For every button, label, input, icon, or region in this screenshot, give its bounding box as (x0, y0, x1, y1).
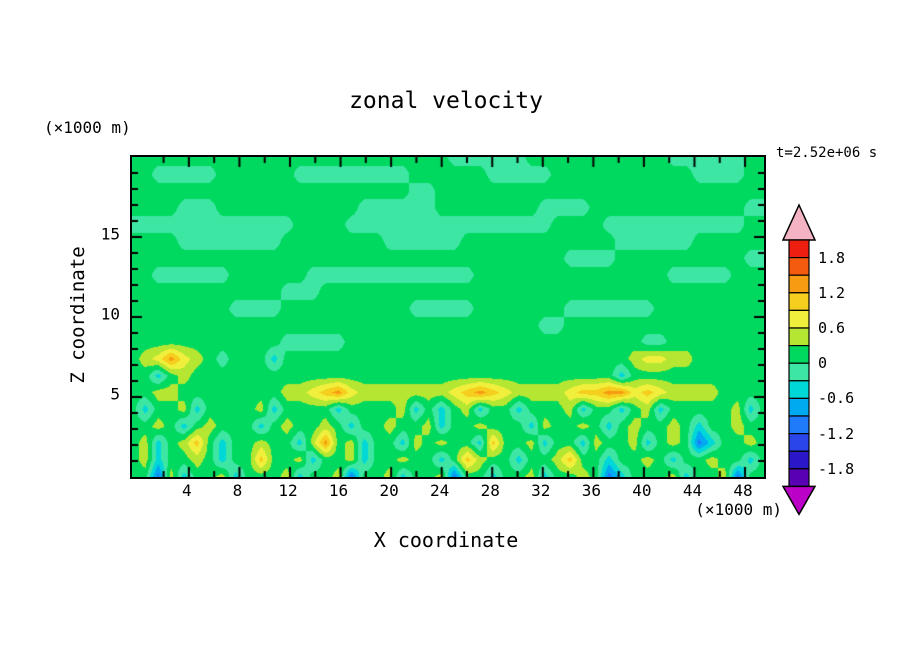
colorbar-tick-label: -0.6 (818, 389, 855, 408)
chart-title: zonal velocity (349, 88, 543, 114)
x-tick-label: 16 (328, 481, 349, 500)
plot-area (130, 155, 766, 479)
colorbar-tick-label: 1.8 (818, 248, 846, 267)
colorbar-tick-label: 1.2 (818, 283, 846, 302)
colorbar-segment (788, 397, 810, 417)
colorbar-segment (788, 468, 810, 487)
x-tick-label: 24 (430, 481, 450, 500)
y-axis-unit-label: (×1000 m) (44, 118, 131, 137)
x-tick-label: 12 (278, 481, 298, 500)
colorbar-segment (788, 380, 810, 400)
colorbar (782, 203, 817, 516)
x-tick-label: 8 (232, 481, 243, 500)
x-tick-label: 40 (632, 481, 652, 500)
colorbar-segment (788, 415, 810, 435)
colorbar-segment (788, 362, 810, 382)
x-tick-label: 4 (182, 481, 192, 500)
x-axis-tick-labels: 4 8 12 16 20 24 28 32 36 40 44 48 (130, 481, 762, 505)
colorbar-segment (788, 309, 810, 329)
colorbar-segment (788, 433, 810, 452)
colorbar-lower-arrow (782, 485, 817, 516)
x-tick-label: 36 (581, 481, 601, 500)
x-axis-label: X coordinate (373, 528, 519, 552)
y-tick-label: 5 (110, 384, 120, 404)
x-tick-label: 48 (733, 481, 753, 500)
x-axis-unit-label: (×1000 m) (695, 500, 782, 519)
x-tick-label: 32 (531, 481, 551, 500)
colorbar-tick-label: 0.6 (818, 319, 846, 337)
colorbar-segment (788, 292, 810, 312)
colorbar-tick-label: -1.8 (818, 459, 855, 478)
colorbar-segment (788, 327, 810, 347)
contour-field-canvas (132, 157, 764, 477)
y-axis-tick-labels: 5 10 15 (58, 155, 122, 475)
x-tick-label: 20 (379, 481, 399, 500)
x-tick-label: 44 (682, 481, 703, 500)
colorbar-upper-arrow (782, 203, 817, 241)
x-tick-label: 28 (480, 481, 500, 500)
time-annotation: t=2.52e+06 s (776, 145, 878, 161)
colorbar-segment (788, 256, 810, 276)
colorbar-segment (788, 345, 810, 364)
colorbar-segment (788, 450, 810, 470)
colorbar-segment (788, 274, 810, 294)
colorbar-tick-label: -1.2 (818, 424, 855, 443)
y-tick-label: 10 (100, 304, 120, 324)
y-tick-label: 15 (100, 224, 120, 244)
colorbar-segment (788, 239, 810, 259)
